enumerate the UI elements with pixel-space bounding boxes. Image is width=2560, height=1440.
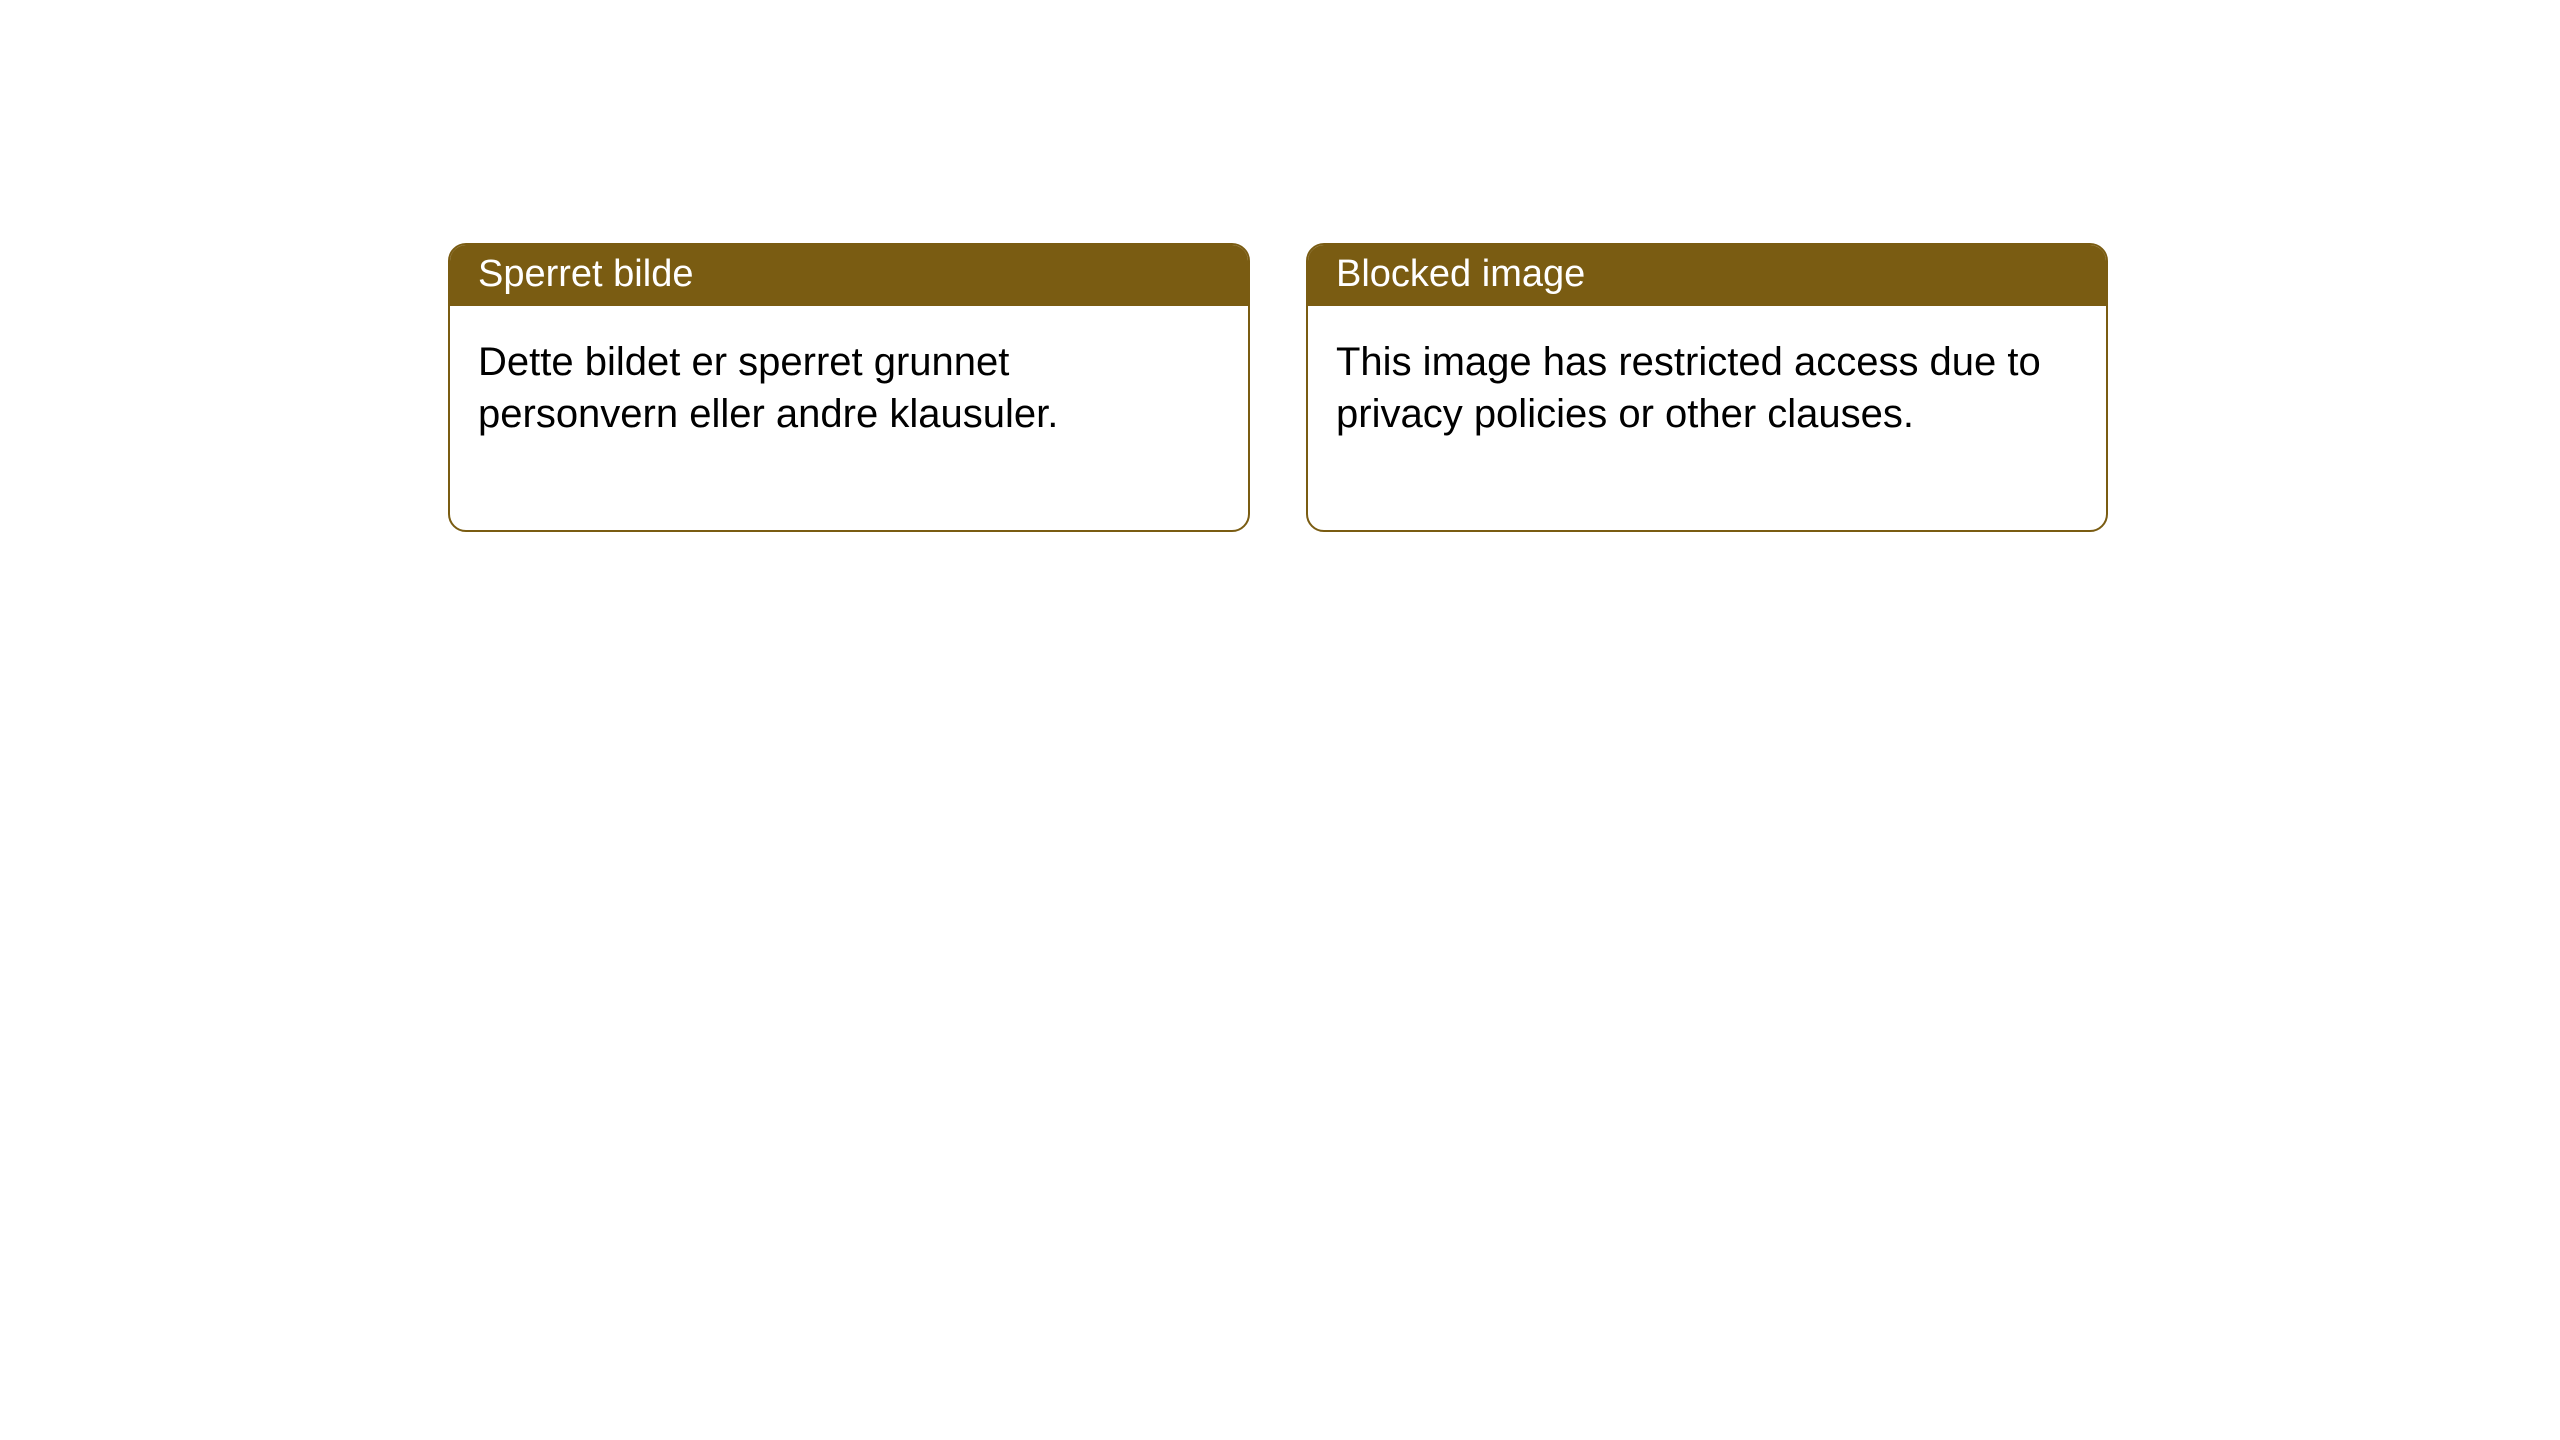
- notice-card-title: Blocked image: [1308, 245, 2106, 306]
- notice-card-body: This image has restricted access due to …: [1308, 306, 2106, 530]
- notice-card-body: Dette bildet er sperret grunnet personve…: [450, 306, 1248, 530]
- notice-container: Sperret bilde Dette bildet er sperret gr…: [0, 0, 2560, 532]
- notice-card-norwegian: Sperret bilde Dette bildet er sperret gr…: [448, 243, 1250, 532]
- notice-card-title: Sperret bilde: [450, 245, 1248, 306]
- notice-card-english: Blocked image This image has restricted …: [1306, 243, 2108, 532]
